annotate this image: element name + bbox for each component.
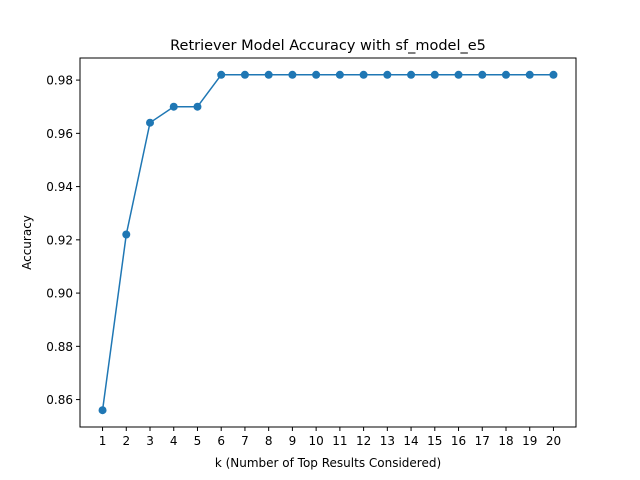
data-point bbox=[383, 70, 392, 79]
data-point bbox=[169, 102, 178, 111]
x-tick-label: 11 bbox=[332, 434, 347, 448]
y-tick-label: 0.92 bbox=[46, 233, 73, 247]
x-tick-label: 1 bbox=[99, 434, 107, 448]
y-tick-label: 0.86 bbox=[46, 393, 73, 407]
data-point bbox=[240, 70, 249, 79]
data-point bbox=[288, 70, 297, 79]
x-tick-label: 10 bbox=[308, 434, 323, 448]
data-point bbox=[501, 70, 510, 79]
data-point bbox=[335, 70, 344, 79]
data-point bbox=[312, 70, 321, 79]
y-tick-label: 0.90 bbox=[46, 287, 73, 301]
x-tick-label: 15 bbox=[427, 434, 442, 448]
y-tick-label: 0.96 bbox=[46, 127, 73, 141]
x-tick-label: 6 bbox=[217, 434, 225, 448]
y-tick-label: 0.88 bbox=[46, 340, 73, 354]
y-tick-label: 0.94 bbox=[46, 180, 73, 194]
chart-title: Retriever Model Accuracy with sf_model_e… bbox=[170, 38, 486, 54]
x-axis-title: k (Number of Top Results Considered) bbox=[215, 456, 441, 470]
data-point bbox=[122, 230, 131, 239]
x-tick-label: 8 bbox=[265, 434, 273, 448]
x-tick-label: 13 bbox=[380, 434, 395, 448]
y-tick-label: 0.98 bbox=[46, 74, 73, 88]
data-point bbox=[478, 70, 487, 79]
x-tick-label: 14 bbox=[403, 434, 418, 448]
data-point bbox=[193, 102, 202, 111]
data-point bbox=[430, 70, 439, 79]
data-point bbox=[146, 118, 155, 127]
x-tick-label: 2 bbox=[122, 434, 130, 448]
data-point bbox=[359, 70, 368, 79]
data-point bbox=[98, 406, 107, 415]
x-tick-label: 18 bbox=[498, 434, 513, 448]
axes-frame bbox=[79, 57, 577, 428]
x-tick-label: 16 bbox=[451, 434, 466, 448]
x-tick-label: 19 bbox=[522, 434, 537, 448]
x-tick-label: 12 bbox=[356, 434, 371, 448]
data-point bbox=[217, 70, 226, 79]
x-tick-label: 4 bbox=[170, 434, 178, 448]
data-point bbox=[549, 70, 558, 79]
data-point bbox=[525, 70, 534, 79]
plot-area bbox=[98, 70, 558, 415]
x-tick-label: 17 bbox=[475, 434, 490, 448]
y-axis: 0.86 0.88 0.90 0.92 0.94 0.96 0.98 bbox=[46, 74, 80, 407]
y-axis-title: Accuracy bbox=[20, 215, 34, 270]
x-tick-label: 3 bbox=[146, 434, 154, 448]
x-tick-label: 7 bbox=[241, 434, 249, 448]
data-point bbox=[454, 70, 463, 79]
data-point bbox=[407, 70, 416, 79]
x-tick-label: 9 bbox=[289, 434, 297, 448]
x-axis: 1 2 3 4 5 6 7 8 9 10 11 12 13 14 15 16 17 18 19 20 bbox=[99, 427, 561, 448]
x-tick-label: 20 bbox=[546, 434, 561, 448]
data-point bbox=[264, 70, 273, 79]
x-tick-label: 5 bbox=[194, 434, 202, 448]
